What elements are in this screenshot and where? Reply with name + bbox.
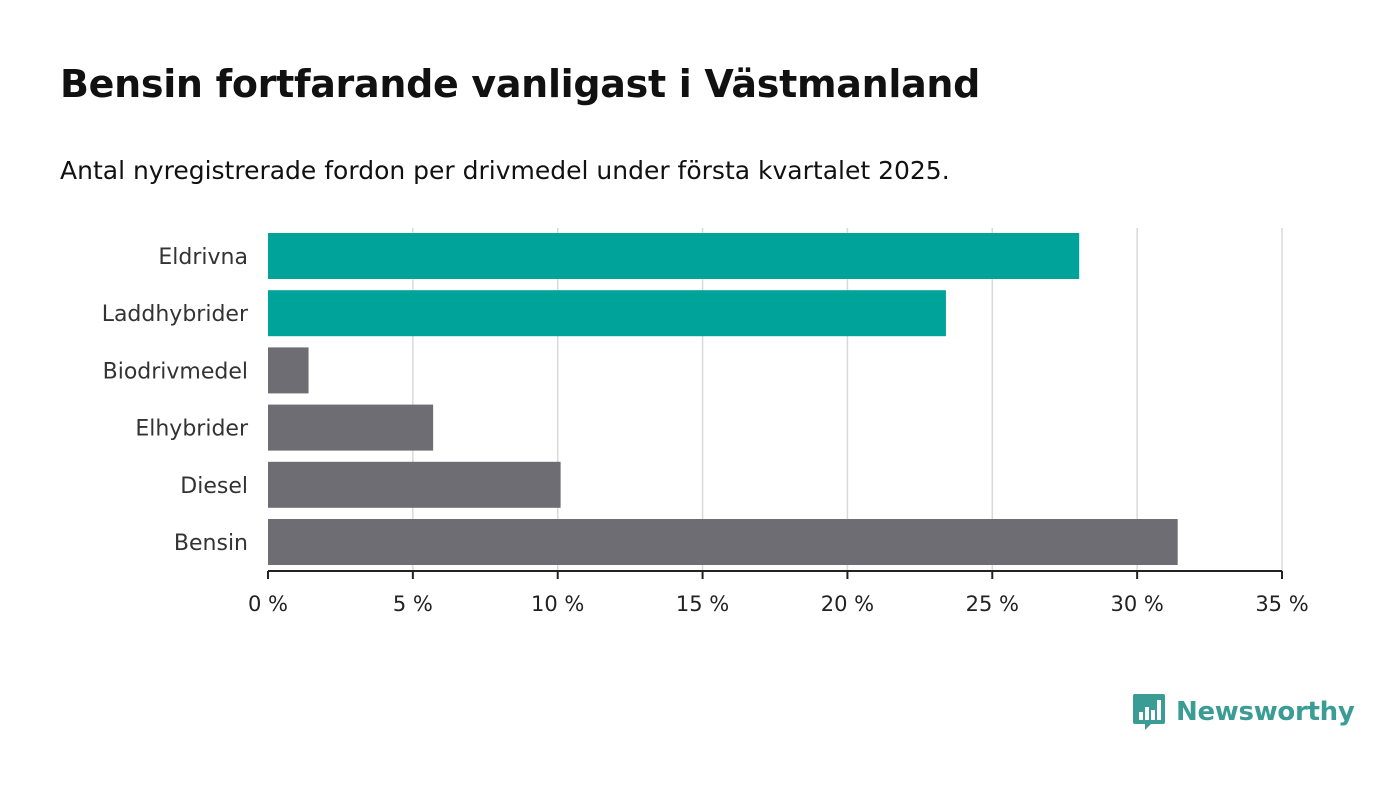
category-label: Eldrivna [158, 245, 248, 270]
category-label: Bensin [174, 531, 248, 556]
grid-lines [412, 228, 1283, 571]
category-label: Biodrivmedel [103, 359, 248, 384]
bars [268, 233, 1178, 565]
category-label: Elhybrider [135, 417, 249, 442]
x-tick-label: 15 % [676, 592, 729, 616]
x-tick-label: 5 % [393, 592, 433, 616]
category-label: Diesel [180, 474, 248, 499]
x-tick-label: 20 % [821, 592, 874, 616]
bar-elhybrider [268, 404, 434, 451]
brand-name: Newsworthy [1176, 697, 1355, 727]
newsworthy-logo-icon [1133, 694, 1165, 730]
category-labels: Eldrivna Laddhybrider Biodrivmedel Elhybrid… [102, 245, 249, 556]
bar-eldrivna [268, 233, 1080, 279]
brand-logo: Newsworthy [1132, 692, 1355, 732]
x-tick-label: 35 % [1255, 592, 1308, 616]
x-tick-label: 0 % [248, 592, 288, 616]
x-tick-label: 30 % [1110, 592, 1163, 616]
x-tick-label: 10 % [531, 592, 584, 616]
chart-title: Bensin fortfarande vanligast i Västmanla… [60, 62, 981, 106]
chart-subtitle: Antal nyregistrerade fordon per drivmede… [60, 156, 950, 185]
x-axis: 0 % 5 % 10 % 15 % 20 % 25 % 30 % 35 % [248, 570, 1309, 616]
bar-biodrivmedel [268, 347, 309, 394]
bar-bensin [268, 519, 1178, 565]
x-tick-label: 25 % [966, 592, 1019, 616]
category-label: Laddhybrider [102, 302, 249, 327]
bar-diesel [268, 461, 561, 508]
bar-laddhybrider [268, 290, 946, 337]
